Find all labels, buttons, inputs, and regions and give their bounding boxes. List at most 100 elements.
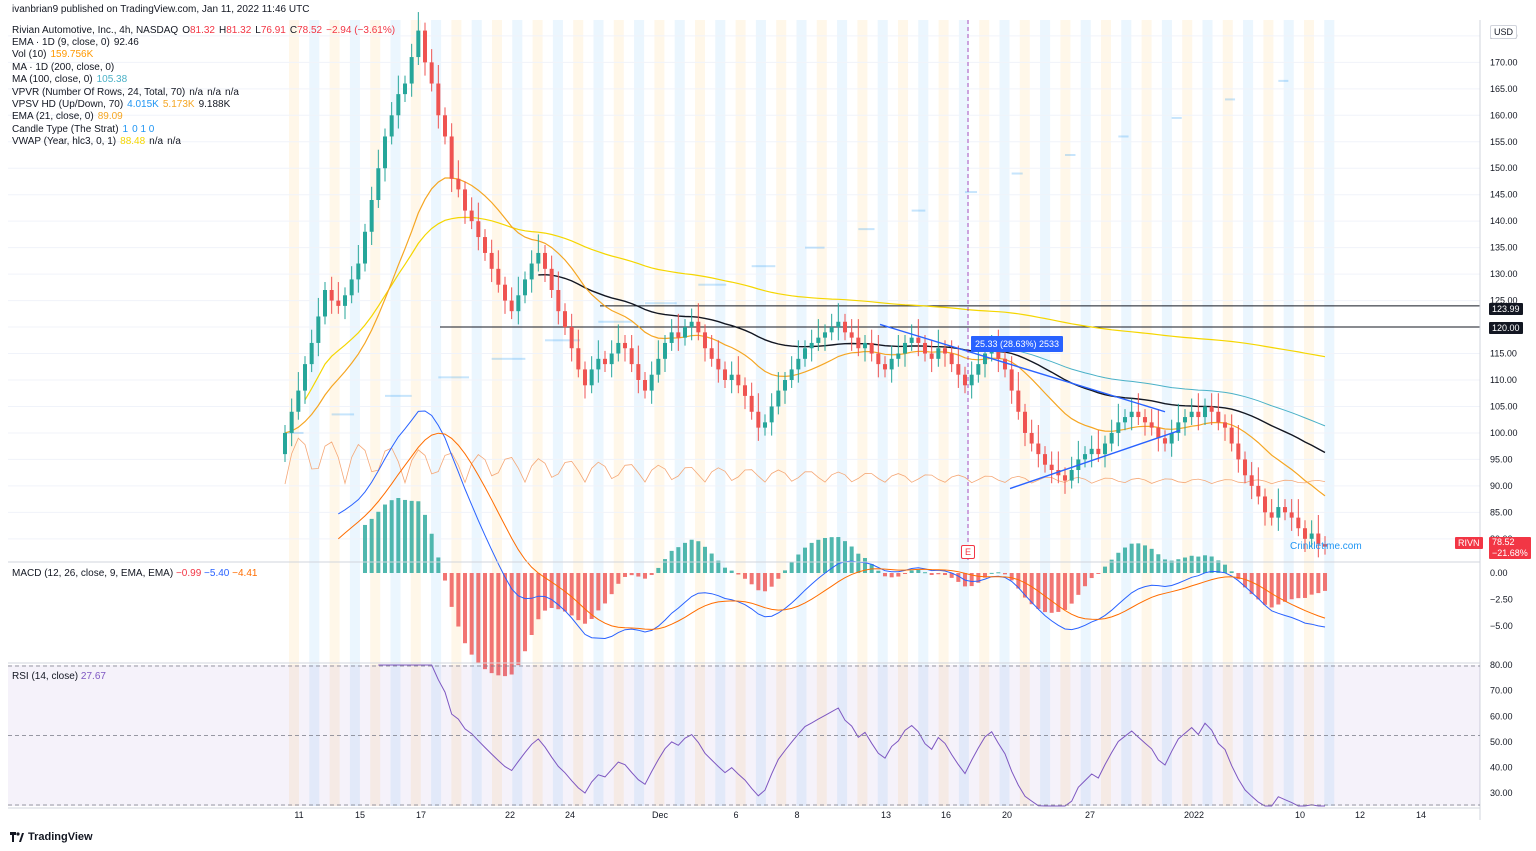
candle-body (623, 342, 627, 349)
macd-histogram-bar (636, 573, 641, 577)
indicator-name: MA · 1D (200, close, 0) (12, 61, 115, 73)
indicator-legend-row[interactable]: Vol (10) 159.756K (12, 49, 105, 61)
candle-body (1156, 427, 1161, 439)
indicator-legend-row[interactable]: VPVR (Number Of Rows, 24, Total, 70) n/a n… (12, 87, 243, 99)
session-stripe (1304, 20, 1314, 806)
volume-profile-bar (1278, 79, 1289, 82)
volume-profile-bar (491, 357, 526, 360)
macd-histogram-bar (423, 514, 427, 573)
candle-body (596, 358, 601, 370)
macd-histogram-bar (556, 573, 561, 610)
candle-body (796, 358, 801, 370)
macd-histogram-bar (1049, 573, 1054, 613)
candle-body (909, 337, 914, 343)
candle-body (556, 290, 561, 312)
candle-body (636, 364, 641, 380)
indicator-legend-row[interactable]: MA · 1D (200, close, 0) (12, 62, 130, 74)
candle-body (1036, 443, 1041, 455)
candle-body (503, 284, 507, 301)
macd-histogram-bar (956, 573, 961, 582)
macd-histogram-bar (996, 572, 1001, 574)
candle-body (923, 342, 927, 354)
candle-body (1243, 459, 1247, 476)
rsi-value: 27.67 (80, 671, 106, 682)
candle-body (429, 62, 434, 84)
macd-histogram-bar (623, 573, 627, 577)
macd-legend[interactable]: MACD (12, 26, close, 9, EMA, EMA) −0.99 … (12, 568, 257, 579)
candle-body (489, 252, 494, 269)
candle-body (536, 252, 541, 264)
candle-body (929, 353, 934, 359)
indicator-value-1: 105.38 (96, 74, 128, 86)
candle-body (1203, 406, 1207, 418)
rsi-legend[interactable]: RSI (14, close) 27.67 (12, 671, 106, 682)
candle-body (703, 332, 707, 349)
tradingview-brand[interactable]: TradingView (10, 831, 93, 843)
session-stripe (471, 20, 482, 806)
time-tick-label: 27 (1085, 810, 1095, 820)
macd-histogram-bar (389, 500, 394, 573)
ohlc-high: 81.32 (226, 25, 252, 36)
candle-body (356, 263, 361, 280)
macd-histogram-bar (449, 573, 454, 607)
earnings-marker-icon[interactable]: E (961, 545, 975, 559)
macd-histogram-bar (1083, 573, 1087, 587)
macd-histogram-bar (803, 547, 807, 573)
session-stripe (735, 20, 746, 806)
volume-profile-bar (698, 283, 727, 286)
macd-histogram-bar (509, 573, 514, 675)
indicator-value-1: 159.756K (50, 49, 94, 61)
macd-histogram-bar (1236, 573, 1241, 580)
macd-histogram-bar (1176, 559, 1181, 573)
macd-histogram-bar (1196, 556, 1201, 573)
symbol-ohlc-legend[interactable]: Rivian Automotive, Inc., 4h, NASDAQ O81.3… (12, 25, 399, 37)
macd-tick-label: −5.00 (1490, 621, 1513, 631)
candle-body (1309, 533, 1314, 539)
candle-body (589, 369, 594, 386)
ascending-trendline (1009, 429, 1181, 490)
price-tick-label: 95.00 (1490, 454, 1513, 464)
macd-histogram-bar (736, 573, 741, 575)
indicator-legend-row[interactable]: VWAP (Year, hlc3, 0, 1) 88.48 n/a n/a (12, 136, 185, 148)
candle-body (1109, 432, 1114, 444)
session-stripe (309, 20, 320, 806)
macd-histogram-bar (743, 573, 747, 579)
macd-histogram-bar (1243, 573, 1247, 588)
indicator-legend-row[interactable]: EMA (21, close, 0) 89.09 (12, 111, 135, 123)
macd-histogram-bar (603, 573, 607, 604)
session-stripe (532, 20, 543, 806)
session-stripe (451, 20, 462, 806)
indicator-legend-row[interactable]: EMA · 1D (9, close, 0) 92.46 (12, 37, 151, 49)
candle-body (609, 353, 614, 365)
candle-body (296, 390, 301, 412)
indicator-legend-row[interactable]: MA (100, close, 0) 105.38 (12, 74, 139, 86)
macd-histogram-bar (683, 542, 687, 573)
candle-body (903, 342, 907, 354)
trendlines (879, 323, 1181, 490)
macd-histogram-bar (569, 573, 574, 616)
macd-histogram-bar (983, 573, 987, 578)
macd-histogram-bar (1316, 573, 1321, 594)
candle-body (876, 353, 881, 365)
candle-body (409, 57, 414, 84)
indicator-legend-row[interactable]: Candle Type (The Strat) 1 0 1 0 (12, 124, 162, 136)
indicator-legend-row[interactable]: VPSV HD (Up/Down, 70) 4.015K 5.173K 9.188K (12, 99, 234, 111)
macd-histogram-bar (789, 562, 794, 573)
candle-body (1169, 432, 1174, 444)
candle-body (889, 358, 894, 370)
macd-histogram-bar (523, 573, 527, 652)
time-tick-label: 13 (881, 810, 891, 820)
candle-body (436, 83, 441, 116)
time-tick-label: 20 (1002, 810, 1012, 820)
macd-histogram-bar (916, 569, 921, 573)
candle-body (1216, 411, 1221, 423)
price-tick-label: 90.00 (1490, 481, 1513, 491)
session-stripe (1040, 20, 1051, 806)
candle-body (1023, 411, 1027, 433)
price-axis-unit[interactable]: USD (1490, 25, 1518, 39)
macd-histogram-bar (1023, 573, 1027, 598)
indicator-value-3: n/a (225, 86, 239, 98)
price-tick-label: 85.00 (1490, 507, 1513, 517)
macd-histogram-bar (629, 573, 634, 576)
